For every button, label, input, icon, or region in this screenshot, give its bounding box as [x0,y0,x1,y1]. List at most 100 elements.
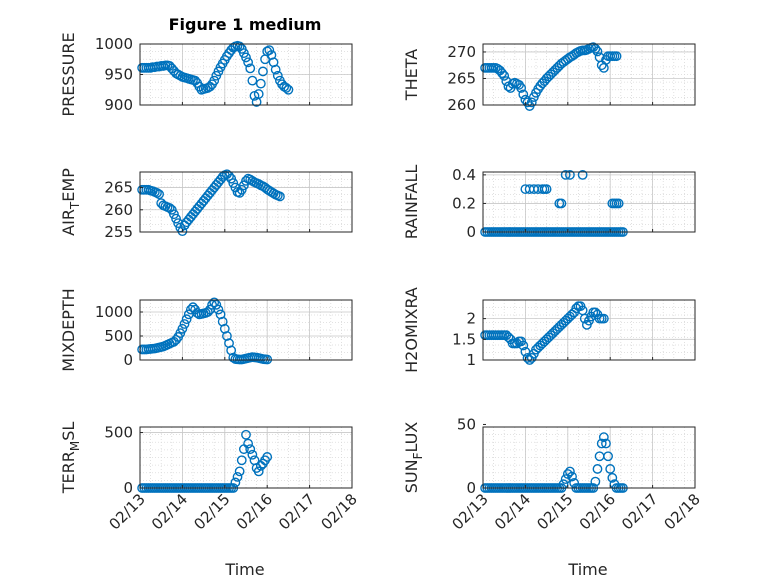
y-tick-label: 0 [466,223,476,241]
x-tick-label: 02/18 [318,490,361,533]
data-point [171,213,181,224]
axes-box [139,426,353,489]
y-tick-label: 260 [104,201,133,219]
data-point [209,297,220,308]
data-point [592,464,603,474]
y-tick-label: 0.2 [452,194,476,212]
subplot-pressure: 900 950 1000 PRESSURE [59,32,353,117]
data-point [181,314,192,325]
data-point [497,68,507,79]
data-point [596,438,607,449]
y-axis-label: MIXDEPTH [59,288,78,371]
data-point [611,51,622,62]
data-point [177,226,188,237]
y-tick-label: 500 [104,327,133,345]
data-point [228,178,239,189]
data-point [499,70,510,81]
y-tick-label: 265 [104,179,133,197]
data-point [603,451,613,462]
data-point [253,466,264,477]
data-point [592,46,603,57]
data-point [171,334,181,345]
y-axis-label: SUNFLUX [402,422,425,494]
data-point [264,45,275,55]
y-tick-label: 2 [466,310,476,328]
data-point [590,43,601,54]
data-point [598,313,609,324]
data-point [177,323,188,334]
y-tick-label: 260 [447,96,476,114]
axes-box [482,171,696,233]
y-tick-label: 255 [104,223,133,241]
subplot-rainfall: 0 0.2 0.4 RAINFALL [402,165,696,241]
data-point [169,209,179,220]
data-point [255,78,266,89]
y-tick-label: 1000 [95,35,133,53]
y-tick-label: 265 [447,69,476,87]
data-point [565,169,575,180]
data-point [262,452,273,462]
x-tick-label: 02/17 [275,490,318,533]
x-axis-label-left: Time [224,560,264,579]
y-tick-label: 50 [457,415,476,433]
data-point [516,83,527,93]
y-tick-label: 1000 [95,303,133,321]
data-point [202,307,213,317]
y-tick-label: 270 [447,43,476,61]
data-point [226,345,237,356]
y-axis-label: RAINFALL [402,165,421,240]
x-tick-label: 02/14 [491,490,534,533]
data-point [222,331,232,341]
x-tick-label: 02/16 [576,490,619,533]
data-point [607,472,618,483]
data-point [272,70,283,81]
data-point [567,471,577,482]
data-point [234,466,245,477]
y-tick-label: 0 [466,479,476,497]
data-point [270,64,281,75]
subplot-air_temp: 255 260 265 AIRTEMP [59,168,353,241]
subplot-h2omixra: 1 1.5 2 H2OMIXRA [402,287,696,373]
subplot-mixdepth: 0 500 1000 MIXDEPTH [59,288,353,372]
x-tick-label: 02/18 [661,490,704,533]
axes-box [139,299,353,361]
x-tick-label: 02/15 [533,490,576,533]
y-tick-label: 1 [466,351,476,369]
data-point [179,319,190,329]
x-tick-label: 02/14 [148,490,191,533]
axes-box [482,43,696,106]
y-tick-label: 500 [104,424,133,442]
data-point [560,169,571,180]
axes-box [482,426,696,489]
x-axis-label-right: Time [567,560,607,579]
data-point [560,474,571,485]
data-point [247,75,258,86]
data-point [243,438,254,449]
data-point [283,84,294,95]
data-point [211,299,222,310]
axes-box [482,299,696,361]
y-axis-label: AIRTEMP [59,168,82,236]
data-point [247,449,258,460]
subplot-theta: 260 265 270 THETA [402,42,696,114]
data-point [152,187,162,198]
data-point [236,184,247,195]
data-point [219,323,230,334]
data-point [245,444,256,455]
data-point [224,338,234,349]
data-point [243,57,254,68]
data-point [232,472,243,482]
data-point [154,189,164,200]
y-tick-label: 0 [123,479,133,497]
y-tick-label: 950 [104,66,133,84]
y-tick-label: 900 [104,96,133,114]
data-point [526,97,537,108]
data-point [209,75,220,86]
data-point [207,299,217,310]
data-point [590,476,601,487]
data-point [241,52,251,63]
y-tick-label: 1.5 [452,330,476,348]
